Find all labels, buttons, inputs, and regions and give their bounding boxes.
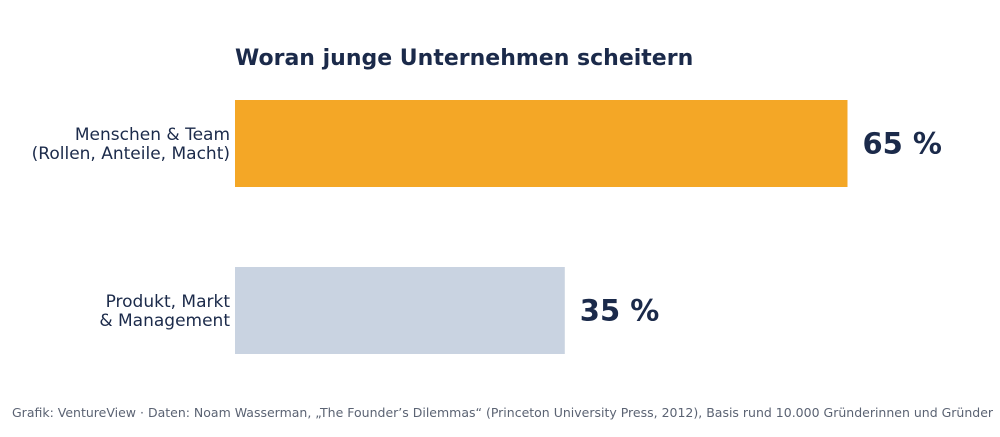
bar-chart: Woran junge Unternehmen scheitern 65 % Me…	[32, 46, 942, 354]
source-footer: Grafik: VentureView · Daten: Noam Wasser…	[12, 405, 994, 420]
category-label-2-line-1: Produkt, Markt	[106, 292, 231, 312]
value-label-1: 65 %	[862, 127, 942, 161]
category-label-2-line-2: & Management	[99, 311, 230, 331]
category-label-1-line-1: Menschen & Team	[75, 125, 230, 145]
category-label-1-line-2: (Rollen, Anteile, Macht)	[32, 144, 230, 164]
value-label-2: 35 %	[580, 294, 660, 328]
chart-title: Woran junge Unternehmen scheitern	[235, 46, 693, 71]
bar-2	[235, 267, 565, 354]
bar-1	[235, 100, 848, 187]
bars-group: 65 % Menschen & Team(Rollen, Anteile, Mac…	[32, 100, 942, 354]
